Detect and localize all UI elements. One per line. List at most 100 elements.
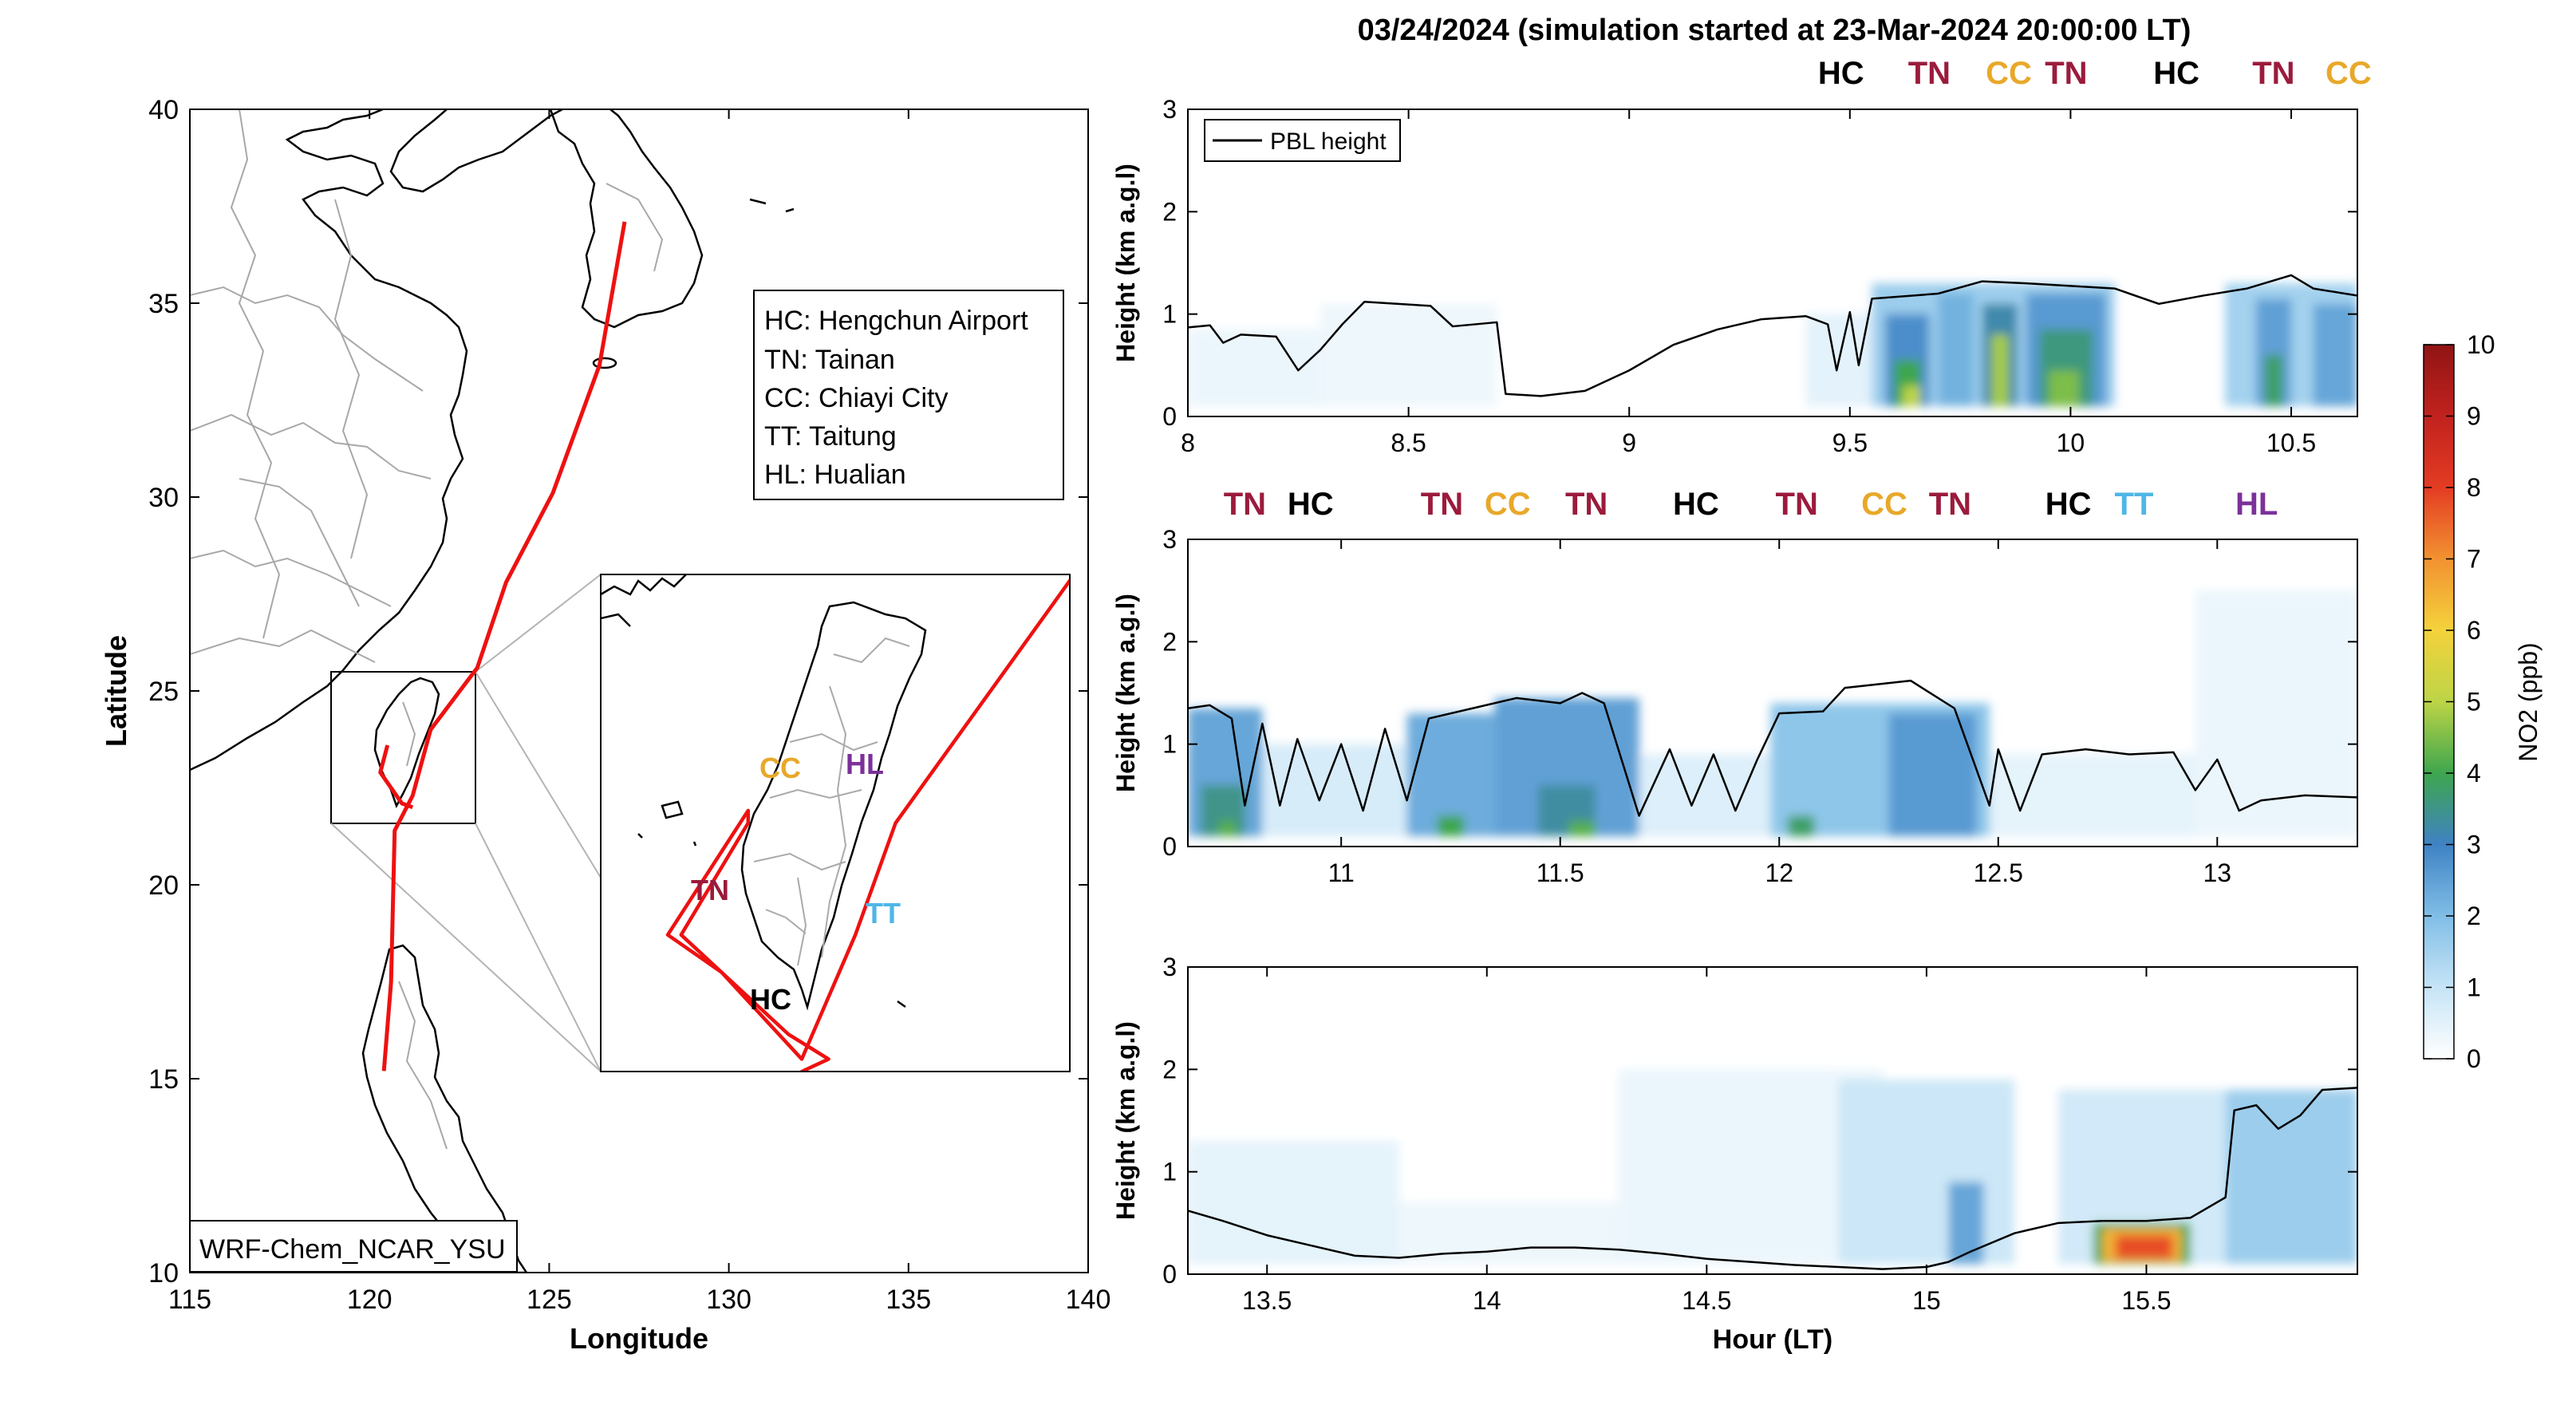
flight-track-taiwan-loop: [378, 744, 414, 810]
station-label-tt: TT: [2115, 487, 2154, 522]
coastline-taiwan: [373, 677, 440, 809]
curtain-ytick-label: 0: [1162, 402, 1177, 431]
map-ylabel: Latitude: [100, 635, 132, 747]
map-xtick-label: 115: [168, 1285, 211, 1315]
legend-entry-cc: CC: Chiayi City: [764, 383, 948, 413]
no2-cell: [1568, 820, 1596, 837]
curtain-xtick-label: 9: [1622, 428, 1636, 457]
station-label-hc: HC: [1818, 56, 1864, 91]
figure-title: 03/24/2024 (simulation started at 23-Mar…: [1358, 14, 2191, 47]
curtain-ytick-label: 1: [1162, 300, 1177, 329]
map-xtick-label: 130: [706, 1285, 751, 1315]
colorbar-tick-label: 2: [2467, 902, 2481, 930]
station-label-hc: HC: [1288, 487, 1334, 522]
station-label-tn: TN: [1421, 487, 1463, 522]
curtain-ytick-label: 1: [1162, 730, 1177, 759]
no2-cell: [1838, 1079, 2015, 1265]
curtain-xlabel: Hour (LT): [1713, 1324, 1832, 1355]
map-ytick-label: 10: [148, 1258, 179, 1289]
curtain-xtick-label: 14.5: [1682, 1286, 1731, 1315]
no2-field: [1188, 590, 2357, 837]
map-xtick-label: 135: [886, 1285, 931, 1315]
map-ytick-label: 25: [148, 677, 179, 707]
inset-label-tn: TN: [691, 874, 729, 906]
curtain-xtick-label: 8: [1181, 428, 1195, 457]
map-ytick-label: 35: [148, 289, 179, 319]
curtain-ytick-label: 0: [1162, 1260, 1177, 1289]
station-label-cc: CC: [1861, 487, 1907, 522]
map-ytick-label: 40: [148, 95, 179, 125]
map-panel: 115 120 125 130 135 140 10 15 20 25 30 35 40 Longitu…: [100, 95, 1110, 1355]
colorbar-tick-label: 4: [2467, 759, 2481, 787]
station-label-cc: CC: [1986, 56, 2032, 91]
no2-field: [1188, 1069, 2357, 1265]
curtain-panel-1: 8 8.5 9 9.5 10 10.5 0 1 2 3 Height (km a.g.l) HC TN C…: [1111, 56, 2372, 457]
station-label-tn: TN: [1224, 487, 1266, 522]
legend-entry-tt: TT: Taitung: [764, 421, 897, 452]
curtain-xtick-label: 11: [1328, 858, 1355, 887]
no2-cell: [1888, 713, 1977, 837]
flight-track-line: [381, 221, 627, 1072]
no2-cell: [2115, 1235, 2173, 1259]
inset-label-tt: TT: [866, 897, 901, 930]
colorbar-tick-label: 3: [2467, 831, 2481, 859]
station-legend: HC: Hengchun Airport TN: Tainan CC: Chia…: [753, 290, 1064, 500]
map-xtick-label: 120: [347, 1285, 393, 1315]
curtain-xtick-label: 12.5: [1974, 858, 2023, 887]
station-label-tn: TN: [1929, 487, 1971, 522]
curtain-xtick-label: 8.5: [1391, 428, 1426, 457]
colorbar-tick-label: 0: [2467, 1044, 2481, 1073]
inset-track-line: [665, 577, 1070, 1072]
no2-cell: [1188, 1141, 1399, 1265]
curtain-xtick-label: 14: [1473, 1286, 1501, 1315]
curtain-ylabel: Height (km a.g.l): [1111, 164, 1140, 362]
curtain-ylabel: Height (km a.g.l): [1111, 594, 1140, 792]
colorbar-tick-label: 9: [2467, 402, 2481, 431]
no2-cell: [2264, 355, 2282, 407]
no2-cell: [1320, 303, 1497, 407]
station-label-tn: TN: [1565, 487, 1608, 522]
pbl-height-line: [1188, 679, 2357, 817]
station-label-hc: HC: [2045, 487, 2092, 522]
map-xtick-label: 140: [1066, 1285, 1111, 1315]
curtain-frame: [1187, 109, 2358, 417]
flight-track-inset: [665, 577, 1070, 1072]
no2-cell: [1990, 334, 2009, 407]
colorbar: 0 1 2 3 4 5 6 7 8 9 10 NO2 (ppb): [2423, 330, 2542, 1073]
province-borders: [190, 109, 664, 1150]
inset-coast-china: [601, 574, 687, 627]
colorbar-tick-label: 5: [2467, 688, 2481, 716]
curtain-xtick-label: 9.5: [1832, 428, 1868, 457]
flight-track-main: [378, 221, 627, 1072]
pbl-height-line: [1188, 1087, 2357, 1270]
map-xtick-label: 125: [527, 1285, 572, 1315]
inset-source-box: [330, 671, 476, 824]
pbl-legend: PBL height: [1204, 119, 1401, 162]
colorbar-tick-label: 10: [2467, 330, 2495, 359]
no2-cell: [2048, 370, 2080, 407]
curtain-xtick-label: 12: [1765, 858, 1793, 887]
colorbar-tick-label: 6: [2467, 616, 2481, 645]
map-axes: 115 120 125 130 135 140 10 15 20 25 30 35 40: [148, 95, 1110, 1315]
station-label-cc: CC: [1485, 487, 1531, 522]
inset-label-hc: HC: [750, 983, 791, 1016]
inset-coast-taiwan: [740, 601, 927, 1011]
curtain-ytick-label: 2: [1162, 627, 1177, 656]
station-label-tn: TN: [2252, 56, 2294, 91]
colorbar-tick-label: 7: [2467, 545, 2481, 574]
curtain-xtick-label: 10: [2057, 428, 2085, 457]
colorbar-tick-label: 1: [2467, 973, 2481, 1002]
coastline-korea: [549, 109, 704, 329]
no2-cell: [1218, 820, 1237, 837]
coastline-luzon: [361, 944, 528, 1273]
curtain-panel-3: 13.5 14 14.5 15 15.5 0 1 2 3 Height (km a.g.l): [1111, 953, 2358, 1315]
station-label-tn: TN: [1776, 487, 1818, 522]
no2-cell: [2313, 303, 2357, 407]
no2-cell: [1903, 385, 1921, 407]
model-label-box: WRF-Chem_NCAR_YSU: [189, 1220, 518, 1273]
curtain-xtick-label: 10.5: [2266, 428, 2316, 457]
coastline-north: [389, 109, 563, 193]
curtain-ytick-label: 1: [1162, 1158, 1177, 1186]
inset-borders: [753, 637, 910, 966]
